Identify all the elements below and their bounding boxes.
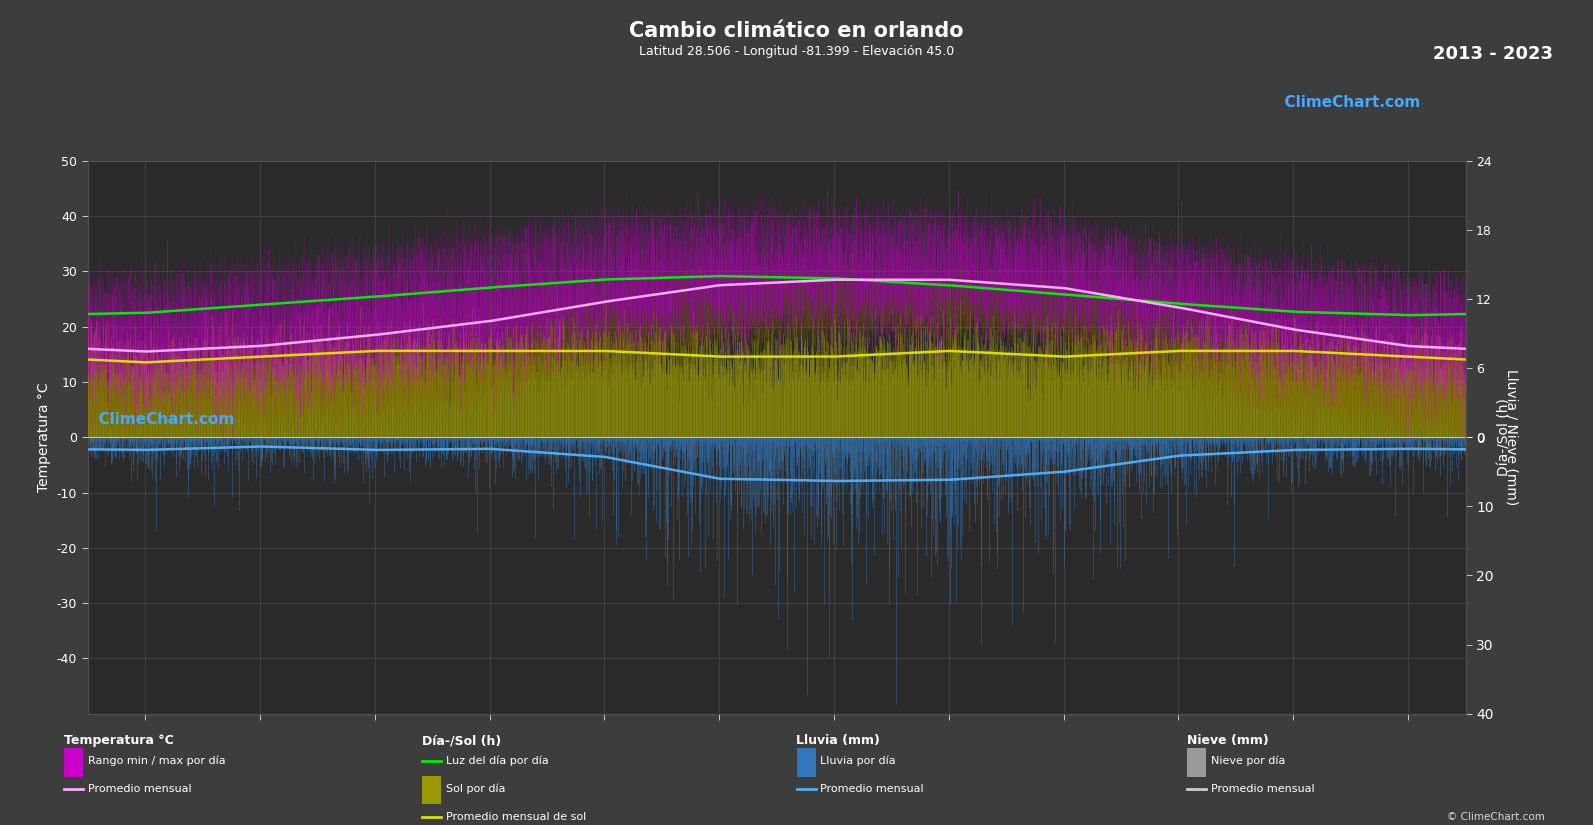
daylight xyxy=(1133,296,1152,306)
FancyBboxPatch shape xyxy=(1187,747,1206,776)
Text: ClimeChart.com: ClimeChart.com xyxy=(1274,95,1421,110)
Y-axis label: Día-/Sol (h): Día-/Sol (h) xyxy=(1497,398,1512,476)
Text: Cambio climático en orlando: Cambio climático en orlando xyxy=(629,21,964,40)
Y-axis label: Temperatura °C: Temperatura °C xyxy=(37,383,51,492)
Text: Promedio mensual: Promedio mensual xyxy=(88,784,191,794)
daylight xyxy=(384,290,403,300)
Text: © ClimeChart.com: © ClimeChart.com xyxy=(1448,812,1545,822)
Text: Promedio mensual de sol: Promedio mensual de sol xyxy=(446,812,586,822)
Text: Día-/Sol (h): Día-/Sol (h) xyxy=(422,734,502,747)
daylight xyxy=(564,276,583,286)
Text: Nieve por día: Nieve por día xyxy=(1211,756,1286,766)
daylight xyxy=(78,309,97,319)
daylight xyxy=(241,300,260,310)
Text: Latitud 28.506 - Longitud -81.399 - Elevación 45.0: Latitud 28.506 - Longitud -81.399 - Elev… xyxy=(639,45,954,59)
Text: Rango min / max por día: Rango min / max por día xyxy=(88,756,225,766)
Text: Sol por día: Sol por día xyxy=(446,784,505,794)
Text: Promedio mensual: Promedio mensual xyxy=(1211,784,1314,794)
daylight xyxy=(601,275,620,285)
Text: Temperatura °C: Temperatura °C xyxy=(64,734,174,747)
Text: Luz del día por día: Luz del día por día xyxy=(446,756,550,766)
Text: Lluvia (mm): Lluvia (mm) xyxy=(796,734,881,747)
daylight xyxy=(1399,310,1418,320)
Text: Nieve (mm): Nieve (mm) xyxy=(1187,734,1268,747)
FancyBboxPatch shape xyxy=(796,747,816,776)
Line: daylight: daylight xyxy=(88,276,1466,315)
FancyBboxPatch shape xyxy=(422,776,441,804)
Text: 2013 - 2023: 2013 - 2023 xyxy=(1434,45,1553,64)
FancyBboxPatch shape xyxy=(64,747,83,776)
daylight xyxy=(1456,309,1475,319)
Text: ClimeChart.com: ClimeChart.com xyxy=(88,412,234,427)
daylight xyxy=(710,271,730,281)
daylight xyxy=(451,285,470,295)
Y-axis label: Lluvia / Nieve (mm): Lluvia / Nieve (mm) xyxy=(1505,369,1518,506)
Text: Lluvia por día: Lluvia por día xyxy=(820,756,895,766)
Text: Promedio mensual: Promedio mensual xyxy=(820,784,924,794)
